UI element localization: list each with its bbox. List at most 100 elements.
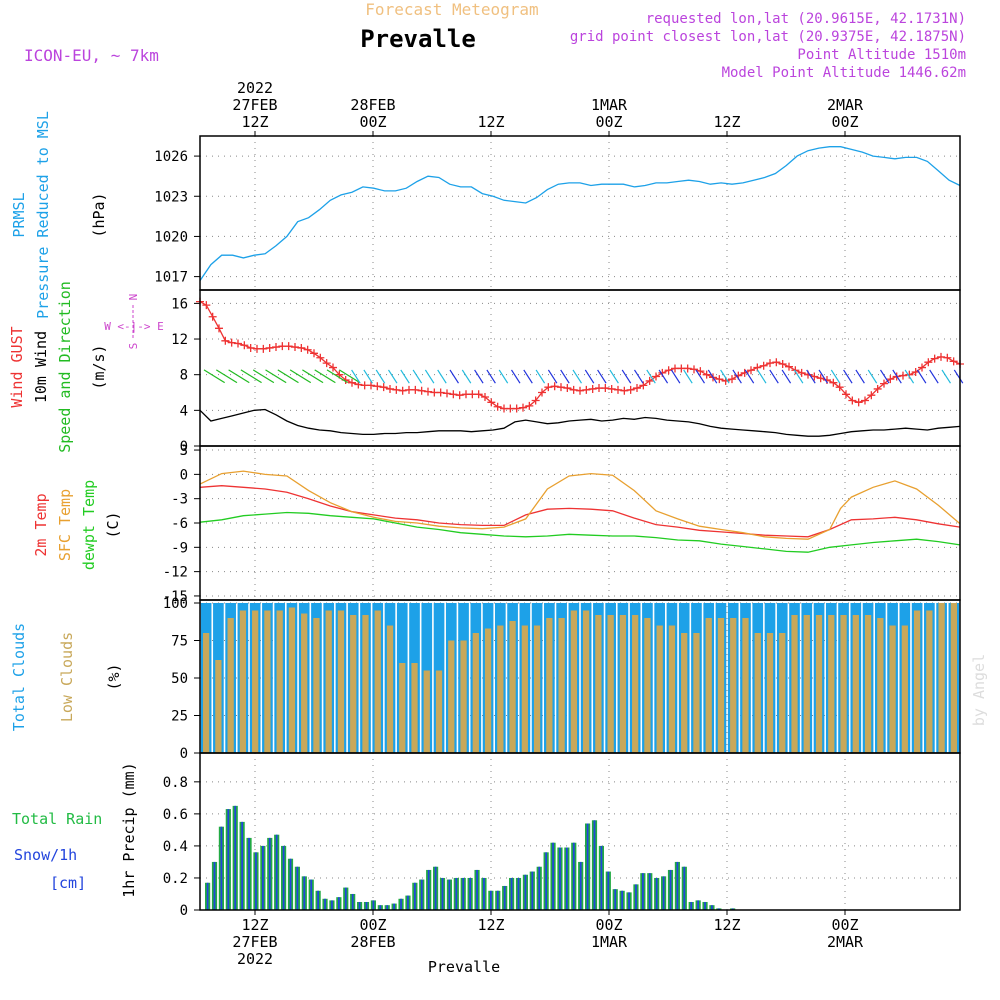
gust-marker [785,362,793,371]
low-cloud-bar [203,633,210,753]
wind-arrow [584,369,595,384]
wind-arrow [633,369,644,384]
gust-marker [867,391,876,400]
low-cloud-bar [362,615,369,753]
gust-marker [398,386,407,395]
gust-marker [221,336,230,345]
snow-bar [206,882,209,910]
station-title: Prevalle [360,25,476,53]
temperature-ytick-label: -12 [163,565,188,581]
snow-bar [669,869,672,910]
wind-arrow [720,369,730,384]
wind-speed-line [199,408,961,437]
point-altitude: Point Altitude 1510m [797,47,966,63]
gust-marker [690,365,698,374]
low-cloud-bar [435,670,443,753]
snow-bar [503,885,506,910]
gust-marker [747,366,755,375]
gust-marker [202,301,211,310]
wind-arrow [818,369,828,384]
snow-bar [683,866,686,910]
pressure-label-2: Pressure Reduced to MSL [34,111,52,319]
gust-marker [759,361,768,370]
precipitation-panel: 0 0.2 0.4 0.6 0.8 [163,753,960,919]
wind-arrow [843,369,853,384]
wind-arrow [486,369,496,384]
compass-south: S [127,343,140,350]
snow-bar [517,877,520,910]
low-cloud-bar [215,660,222,753]
low-cloud-bar [742,618,749,753]
snow-bar [448,879,451,910]
snow-bar [365,901,368,910]
temperature-ytick-label: -9 [171,540,188,556]
snow-bar [248,837,250,910]
snow-bar [317,890,319,910]
snow-bar [545,852,547,910]
low-cloud-bar [301,613,308,753]
low-cloud-bar [252,610,259,753]
snow-bar [220,826,223,910]
gust-label: Wind GUST [8,326,26,407]
low-cloud-bar [350,615,357,753]
low-cloud-bar [791,615,798,753]
precipitation-ytick-label: 0.8 [163,775,188,791]
gust-marker [329,363,337,372]
low-cloud-bar [681,633,688,753]
wind-arrow [572,369,582,384]
wind-label: 10m Wind [32,331,50,403]
top-axis-label: 00Z [595,113,622,131]
low-cloud-bar [374,610,381,753]
gust-marker [481,392,489,401]
low-cloud-bar [828,615,835,753]
gust-marker [436,388,445,397]
wind-arrow [240,369,262,384]
snow-bar [344,887,347,910]
snow-bar [635,884,637,910]
wind-arrow [806,369,816,384]
bottom-axis-label: 27FEB [232,933,277,951]
pressure-ytick-label: 1023 [154,189,188,205]
wind-ytick-label: 8 [180,368,188,384]
gust-marker [683,364,692,373]
gust-marker [829,378,838,387]
wind-arrow [215,369,238,384]
gust-marker [791,366,800,375]
gust-marker [576,386,584,395]
wind-arrow [929,369,939,384]
top-axis-label: 28FEB [350,96,395,114]
wind-arrow [449,369,459,384]
low-cloud-bar [864,615,872,753]
wind-arrow [941,369,951,384]
gust-marker [633,384,641,393]
snow-bar [351,893,354,910]
low-cloud-bar [386,625,394,753]
wind-arrow [289,369,312,384]
clouds-ytick-label: 50 [171,671,188,687]
wind-ytick-label: 0 [180,439,188,455]
gust-marker [512,404,521,413]
gust-marker [601,384,610,393]
temp-2m-label: 2m Temp [32,493,50,556]
gust-marker [607,384,616,393]
low-cloud-bar [546,618,553,753]
gust-marker [259,344,268,353]
snow-bar [531,871,534,910]
wind-arrow [510,369,521,384]
wind-arrow [953,369,964,384]
snow-bar [407,895,409,910]
snow-bar [572,842,575,910]
low-cloud-bar [852,615,859,753]
low-cloud-bar [521,625,528,753]
temp-2m-line [199,485,961,538]
low-cloud-bar [570,610,577,753]
precip-unit: 1hr Precip (mm) [120,762,138,897]
bottom-axis-label: 1MAR [591,933,628,951]
low-cloud-bar [913,610,921,753]
low-cloud-bar [693,633,700,753]
low-clouds-label: Low Clouds [58,632,76,722]
wind-arrow [461,369,472,384]
top-axis-label: 1MAR [591,96,628,114]
gust-marker [550,382,559,391]
bottom-axis-label: 12Z [241,916,268,934]
